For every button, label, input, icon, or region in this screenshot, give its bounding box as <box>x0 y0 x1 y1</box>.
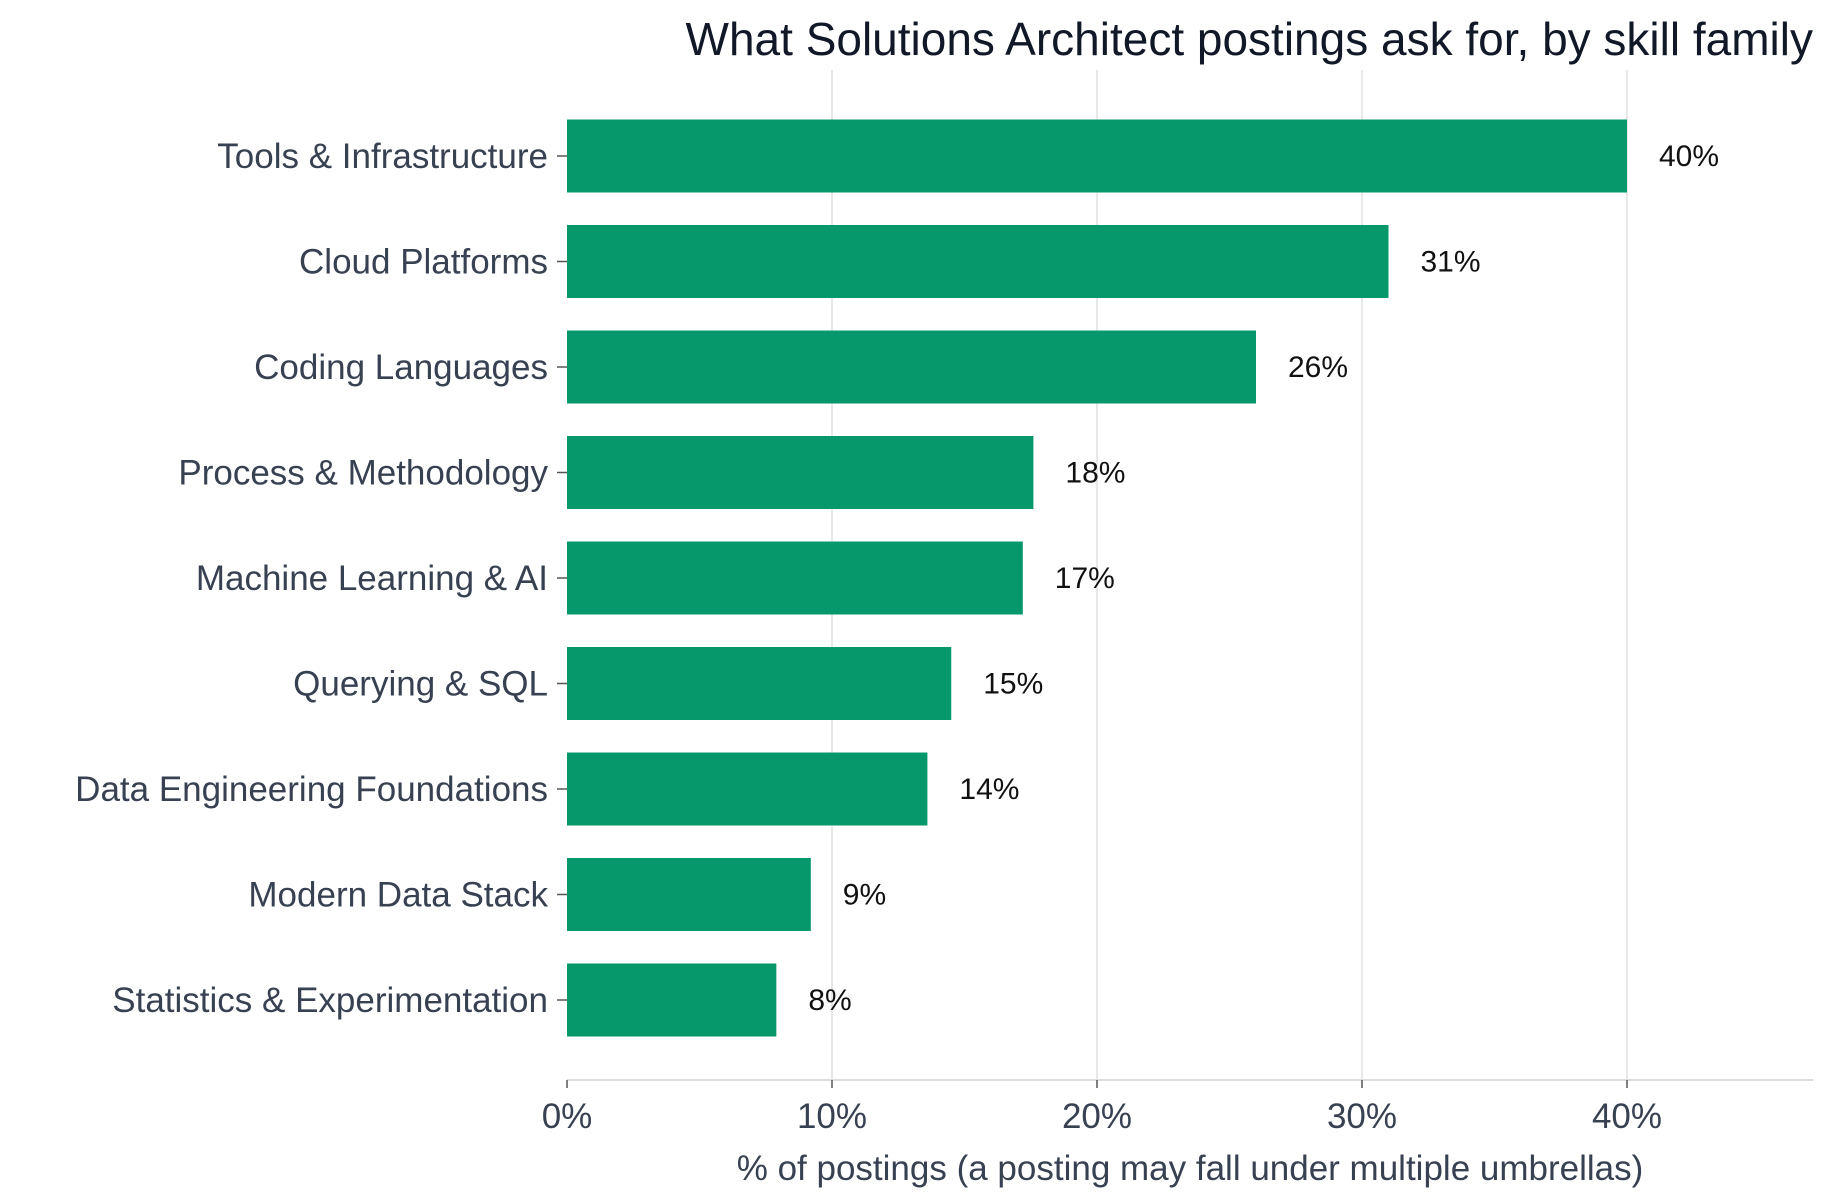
y-tick-label-6: Data Engineering Foundations <box>75 770 548 809</box>
y-tick-label-4: Machine Learning & AI <box>196 559 548 598</box>
x-axis-title: % of postings (a posting may fall under … <box>737 1149 1644 1188</box>
bar-4 <box>567 541 1023 615</box>
bar-0 <box>567 119 1627 193</box>
y-tick-label-5: Querying & SQL <box>293 665 548 704</box>
y-tick-label-7: Modern Data Stack <box>248 876 548 915</box>
bar-6 <box>567 752 928 826</box>
x-tick-label-0: 0% <box>542 1097 593 1136</box>
y-tick-label-1: Cloud Platforms <box>299 243 548 282</box>
y-axis: Tools & Infrastructure Cloud Platforms Cod… <box>75 137 567 1020</box>
x-tick-label-4: 40% <box>1592 1097 1662 1136</box>
chart-title: What Solutions Architect postings ask fo… <box>686 13 1813 65</box>
data-labels: 40% 31% 26% 18% 17% 15% 14% 9% 8% <box>808 140 1719 1017</box>
y-tick-label-2: Coding Languages <box>254 348 548 387</box>
x-tick-label-1: 10% <box>797 1097 867 1136</box>
bar-3 <box>567 436 1034 509</box>
x-tick-label-3: 30% <box>1327 1097 1397 1136</box>
bar-8 <box>567 963 777 1037</box>
y-tick-label-0: Tools & Infrastructure <box>217 137 548 176</box>
y-tick-label-3: Process & Methodology <box>178 454 548 493</box>
data-label-5: 15% <box>983 668 1043 701</box>
bar-2 <box>567 330 1256 404</box>
data-label-0: 40% <box>1659 140 1719 173</box>
data-label-6: 14% <box>959 773 1019 806</box>
data-label-4: 17% <box>1055 562 1115 595</box>
bar-1 <box>567 225 1389 298</box>
y-tick-label-8: Statistics & Experimentation <box>112 981 548 1020</box>
bars <box>567 119 1627 1037</box>
data-label-7: 9% <box>843 879 886 912</box>
data-label-2: 26% <box>1288 351 1348 384</box>
bar-5 <box>567 647 952 720</box>
x-tick-label-2: 20% <box>1062 1097 1132 1136</box>
data-label-8: 8% <box>808 984 851 1017</box>
data-label-1: 31% <box>1421 246 1481 279</box>
bar-7 <box>567 858 811 931</box>
x-axis: 0% 10% 20% 30% 40% <box>542 1079 1813 1136</box>
data-label-3: 18% <box>1065 457 1125 490</box>
